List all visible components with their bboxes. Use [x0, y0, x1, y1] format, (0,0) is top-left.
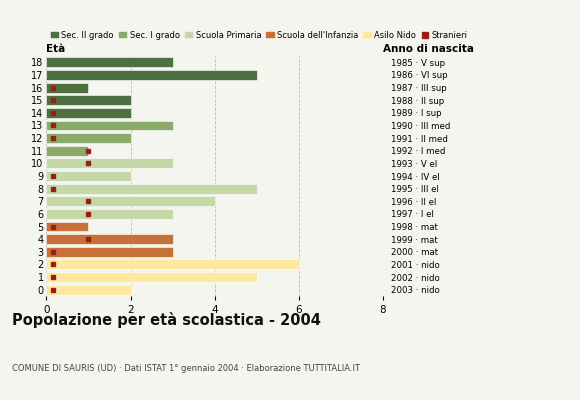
Bar — [46, 272, 256, 282]
Bar — [46, 260, 299, 269]
Text: Popolazione per età scolastica - 2004: Popolazione per età scolastica - 2004 — [12, 312, 321, 328]
Bar — [46, 133, 130, 143]
Bar — [46, 70, 256, 80]
Bar — [46, 171, 130, 181]
Bar — [46, 196, 215, 206]
Bar — [46, 83, 88, 92]
Bar — [46, 234, 173, 244]
Bar — [46, 95, 130, 105]
Bar — [46, 222, 88, 232]
Text: Età: Età — [46, 44, 66, 54]
Bar — [46, 108, 130, 118]
Bar — [46, 57, 173, 67]
Bar — [46, 120, 173, 130]
Bar — [46, 158, 173, 168]
Bar — [46, 247, 173, 257]
Legend: Sec. II grado, Sec. I grado, Scuola Primaria, Scuola dell'Infanzia, Asilo Nido, : Sec. II grado, Sec. I grado, Scuola Prim… — [50, 31, 468, 40]
Bar — [46, 209, 173, 219]
Text: COMUNE DI SAURIS (UD) · Dati ISTAT 1° gennaio 2004 · Elaborazione TUTTITALIA.IT: COMUNE DI SAURIS (UD) · Dati ISTAT 1° ge… — [12, 364, 360, 373]
Bar — [46, 285, 130, 295]
Bar — [46, 146, 88, 156]
Bar — [46, 184, 256, 194]
Text: Anno di nascita: Anno di nascita — [383, 44, 474, 54]
